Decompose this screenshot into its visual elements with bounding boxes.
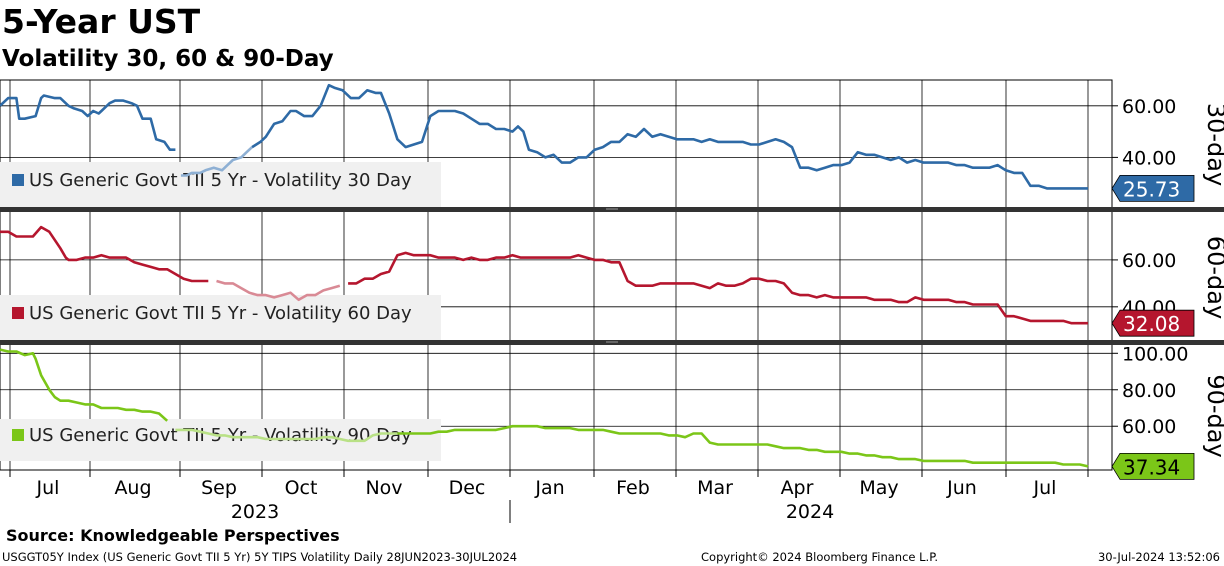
series-line-60-day xyxy=(348,251,1088,325)
y-tick-label: 60.00 xyxy=(1122,416,1176,438)
plot-area xyxy=(0,79,1113,471)
legend-swatch xyxy=(12,429,24,441)
x-tick-label: Nov xyxy=(365,477,402,499)
last-value-tag xyxy=(1111,309,1195,337)
x-tick-label: Aug xyxy=(114,477,151,499)
year-label: 2024 xyxy=(786,501,834,523)
x-tick-label: Sep xyxy=(201,477,237,499)
series-line-90-day xyxy=(397,424,1089,468)
source-note: Source: Knowledgeable Perspectives xyxy=(6,526,340,545)
series-line-30-day xyxy=(0,94,176,151)
series-line-90-day xyxy=(0,348,169,422)
last-value-label: 32.08 xyxy=(1123,312,1180,336)
y-tick-label: 60.00 xyxy=(1122,250,1176,272)
panel-label: 90-day xyxy=(1202,374,1224,457)
last-value-tag xyxy=(1111,453,1195,480)
x-tick-label: Jul xyxy=(1033,477,1057,499)
legend-swatch xyxy=(12,174,24,186)
x-tick-label: Jan xyxy=(534,477,564,499)
series-line-faded-30-day xyxy=(180,146,253,177)
x-tick-label: May xyxy=(859,477,898,499)
chart-title: 5-Year UST xyxy=(2,2,201,41)
x-tick-label: Jun xyxy=(946,477,977,499)
x-tick-label: Feb xyxy=(616,477,650,499)
legend-label: US Generic Govt TII 5 Yr - Volatility 60… xyxy=(29,303,412,324)
series-line-60-day xyxy=(0,225,209,283)
chart-subtitle: Volatility 30, 60 & 90-Day xyxy=(2,46,334,72)
y-tick-label: 60.00 xyxy=(1122,96,1176,118)
x-tick-label: Oct xyxy=(285,477,318,499)
timestamp: 30-Jul-2024 13:52:06 xyxy=(1097,550,1220,564)
legend-swatch xyxy=(12,307,24,319)
legend-box xyxy=(0,295,441,341)
panel-label: 60-day xyxy=(1202,236,1224,319)
y-tick-label: 40.00 xyxy=(1122,147,1176,169)
y-tick-label: 100.00 xyxy=(1122,343,1188,365)
series-line-faded-60-day xyxy=(216,279,341,302)
x-tick-label: Jul xyxy=(36,477,60,499)
legend-label: US Generic Govt TII 5 Yr - Volatility 30… xyxy=(29,170,412,191)
year-label: 2023 xyxy=(231,501,279,523)
x-tick-label: Apr xyxy=(781,477,814,499)
series-line-30-day xyxy=(251,83,1088,190)
last-value-label: 37.34 xyxy=(1123,455,1180,479)
index-info: USGGT05Y Index (US Generic Govt TII 5 Yr… xyxy=(2,550,518,564)
series-line-faded-90-day xyxy=(175,428,398,443)
last-value-label: 25.73 xyxy=(1123,177,1180,201)
copyright: Copyright© 2024 Bloomberg Finance L.P. xyxy=(701,550,938,564)
last-value-tag xyxy=(1111,175,1195,202)
x-tick-label: Dec xyxy=(449,477,486,499)
y-tick-label: 80.00 xyxy=(1122,380,1176,402)
panel-label: 30-day xyxy=(1202,103,1224,186)
x-tick-label: Mar xyxy=(697,477,733,499)
